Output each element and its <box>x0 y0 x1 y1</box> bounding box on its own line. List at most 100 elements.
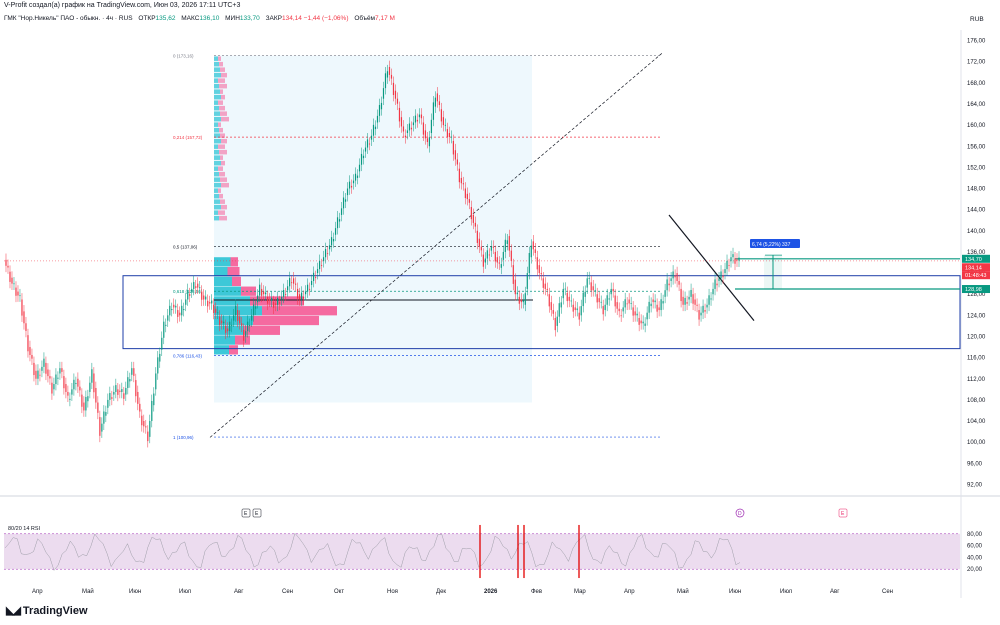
candle-body <box>466 193 468 200</box>
candle-body <box>446 129 448 138</box>
candle-body <box>135 380 137 397</box>
candle-body <box>536 257 538 270</box>
candle-body <box>610 288 612 295</box>
dividend-marker <box>735 508 745 518</box>
candle-body <box>57 377 59 379</box>
candle-body <box>344 199 347 202</box>
volume-profile-bar-down <box>232 276 241 287</box>
tradingview-logo-icon: ◣◢ <box>6 605 21 617</box>
candle-body <box>496 257 498 263</box>
volume-profile-bar-up <box>214 111 220 116</box>
symbol-info-bar[interactable]: ГМК "Нор.Никель" ПАО - обыкн. · 4ч · RUS… <box>4 15 395 22</box>
candle-body <box>538 265 540 274</box>
candle-body <box>289 278 291 287</box>
candle-body <box>434 97 437 107</box>
candle-body <box>562 288 564 299</box>
y-axis-tick-label: 140,00 <box>967 229 986 235</box>
candle-body <box>648 301 650 313</box>
candle-body <box>568 296 570 301</box>
price-badge-label: 128,98 <box>965 287 982 293</box>
earnings-marker <box>252 508 262 518</box>
candle-body <box>261 288 263 296</box>
price-badge-label: 134,14 <box>965 265 982 271</box>
volume-profile-bar-up <box>214 83 219 89</box>
volume-profile-bar-down <box>218 210 225 215</box>
currency-label[interactable]: RUB <box>970 16 984 23</box>
candle-body <box>59 368 61 374</box>
candle-body <box>306 284 309 292</box>
candle-body <box>310 280 313 285</box>
candle-body <box>203 295 205 300</box>
price-badge-bg <box>962 285 990 294</box>
candle-body <box>608 298 610 300</box>
candle-body <box>556 316 558 326</box>
volume-profile-bar-down <box>253 315 319 326</box>
volume-profile-bar-up <box>214 89 220 94</box>
candle-body <box>297 288 299 299</box>
candle-body <box>265 292 267 295</box>
candle-body <box>572 304 574 312</box>
volume-profile-bar-down <box>219 127 223 133</box>
candle-body <box>211 300 213 304</box>
candle-body <box>87 396 89 402</box>
candle-body <box>628 299 630 304</box>
fib-level-label: 0,214 (157,72) <box>173 135 203 140</box>
candle-body <box>728 265 730 266</box>
measure-range-bg <box>764 255 782 290</box>
volume-profile-bar-up <box>214 160 221 166</box>
candle-body <box>109 393 111 400</box>
volume-profile-bar-down <box>218 188 221 193</box>
y-axis-tick-label: 136,00 <box>967 250 986 256</box>
candle-body <box>688 296 690 300</box>
candle-body <box>125 387 127 395</box>
candle-body <box>31 354 33 359</box>
candle-body <box>702 305 704 313</box>
candle-body <box>452 140 454 155</box>
candle-body <box>259 284 261 296</box>
candle-body <box>592 286 594 291</box>
candle-body <box>23 311 25 324</box>
volume-profile-bar-down <box>219 61 223 67</box>
candle-body <box>179 312 181 316</box>
candle-body <box>99 417 101 436</box>
volume-profile-bar-down <box>220 111 227 116</box>
tradingview-logo: ◣◢ TradingView <box>6 604 88 618</box>
price-badge-bg <box>962 271 990 280</box>
candle-body <box>596 294 598 303</box>
volume-profile-bar-up <box>214 100 218 105</box>
volume-profile-bar-down <box>235 335 250 345</box>
symbol-name[interactable]: ГМК "Нор.Никель" ПАО - обыкн. · 4ч · RUS <box>4 15 133 22</box>
x-axis-tick-label: Июн <box>729 589 741 595</box>
candle-body <box>105 412 107 416</box>
candle-body <box>171 309 173 311</box>
candle-body <box>129 379 131 382</box>
candle-body <box>243 329 245 341</box>
candle-body <box>185 299 187 305</box>
candle-body <box>316 269 319 274</box>
earnings-marker-label: E <box>841 511 845 517</box>
candle-body <box>133 368 135 376</box>
candle-body <box>406 130 409 134</box>
candle-body <box>251 315 253 321</box>
candle-body <box>342 197 345 209</box>
volume-profile-bar-down <box>244 325 280 335</box>
candle-body <box>722 275 724 278</box>
candle-body <box>113 391 115 395</box>
volume-profile-bar-down <box>250 296 304 306</box>
candle-body <box>53 384 55 390</box>
candle-body <box>490 246 492 251</box>
candle-body <box>304 291 307 295</box>
candle-body <box>464 188 466 199</box>
volume-profile-bar-up <box>214 72 221 78</box>
x-axis-tick-label: Окт <box>334 589 344 595</box>
volume-profile-bar-up <box>214 105 219 111</box>
candle-body <box>646 312 648 320</box>
candle-body <box>396 98 399 104</box>
candle-body <box>103 411 105 424</box>
candle-body <box>320 265 323 266</box>
candle-body <box>678 280 680 285</box>
candle-body <box>504 239 506 252</box>
candle-body <box>404 135 407 138</box>
candle-body <box>368 143 371 145</box>
